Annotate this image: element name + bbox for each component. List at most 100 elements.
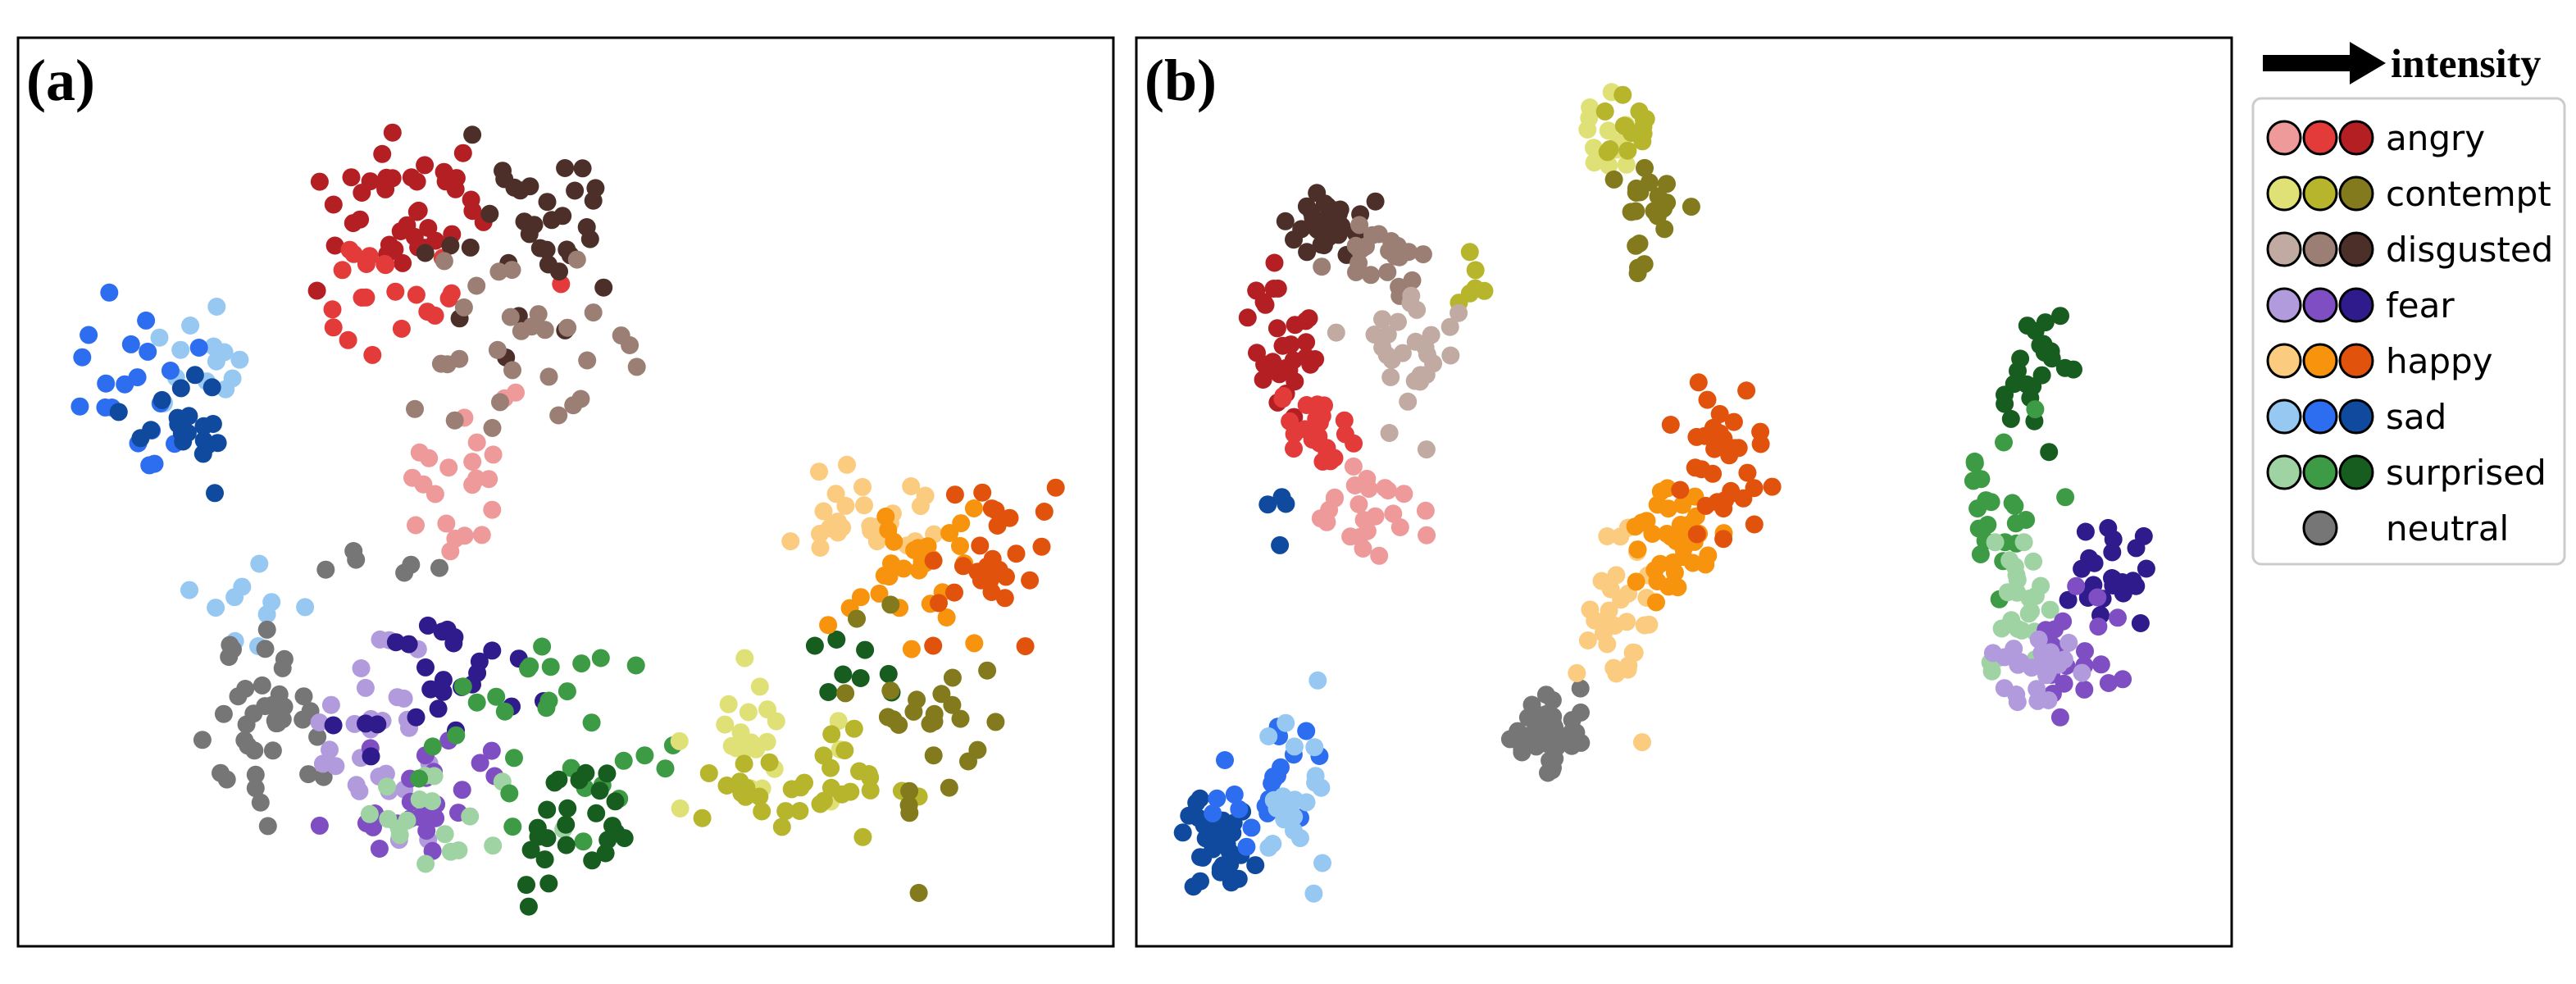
scatter-point-fear-1 [326,757,345,776]
scatter-point-surprised-3 [827,631,846,649]
scatter-point-neutral-neutral [220,648,239,667]
scatter-point-fear-3 [2131,614,2150,632]
scatter-point-contempt-3 [1635,255,1654,274]
legend-label-angry: angry [2386,118,2485,158]
scatter-point-happy-3 [1689,373,1708,392]
scatter-point-fear-3 [324,716,343,735]
scatter-point-contempt-3 [1636,158,1654,177]
scatter-point-fear-1 [310,713,329,731]
scatter-point-surprised-2 [495,702,514,721]
scatter-point-sad-1 [1277,713,1295,732]
scatter-point-fear-3 [418,616,437,635]
scatter-point-happy-1 [1578,631,1597,649]
scatter-point-contempt-2 [841,782,860,801]
scatter-point-surprised-3 [851,669,870,687]
scatter-point-sad-3 [194,417,213,435]
scatter-point-surprised-2 [591,649,610,667]
scatter-point-angry-2 [375,254,394,273]
scatter-point-contempt-3 [924,746,943,765]
scatter-point-happy-3 [1710,404,1729,423]
scatter-point-happy-3 [983,549,1002,568]
scatter-point-fear-3 [399,635,418,654]
scatter-point-happy-1 [836,496,855,515]
scatter-point-neutral-neutral [263,695,282,714]
scatter-point-angry-2 [1315,396,1333,415]
scatter-point-happy-3 [1724,412,1743,431]
scatter-point-surprised-2 [574,832,593,851]
scatter-point-contempt-2 [844,719,863,738]
scatter-point-surprised-3 [517,876,535,895]
scatter-point-disgusted-1 [1450,303,1468,322]
scatter-point-disgusted-1 [1380,424,1399,442]
scatter-point-disgusted-1 [1440,317,1459,336]
scatter-point-happy-3 [1661,416,1680,434]
scatter-point-surprised-3 [1996,394,2014,413]
scatter-point-surprised-2 [626,656,645,675]
scatter-point-disgusted-2 [467,276,486,295]
scatter-point-disgusted-1 [1441,346,1460,365]
scatter-point-happy-1 [1607,664,1626,683]
scatter-point-happy-3 [1722,484,1741,503]
scatter-point-sad-1 [207,599,225,617]
scatter-point-sad-3 [109,403,128,421]
scatter-point-disgusted-3 [521,177,539,196]
scatter-point-fear-2 [310,816,329,835]
scatter-point-angry-3 [1265,253,1284,272]
scatter-point-angry-1 [441,542,460,561]
scatter-point-fear-2 [2099,674,2118,692]
scatter-point-happy-3 [924,636,943,655]
scatter-point-fear-1 [321,695,340,714]
scatter-point-surprised-2 [582,713,601,732]
scatter-point-happy-2 [1645,561,1664,580]
scatter-point-sad-1 [181,317,200,335]
scatter-point-happy-3 [1000,508,1019,527]
scatter-point-disgusted-2 [1413,245,1432,264]
scatter-point-disgusted-2 [567,250,586,269]
scatter-point-contempt-2 [760,753,779,772]
scatter-point-angry-1 [467,469,485,488]
scatter-point-happy-2 [1643,525,1662,543]
scatter-point-sad-1 [1305,738,1324,757]
scatter-point-happy-3 [1737,381,1756,400]
scatter-point-angry-3 [453,144,472,162]
scatter-point-angry-1 [1320,500,1339,519]
scatter-point-surprised-1 [2014,533,2033,552]
scatter-point-neutral-neutral [1513,743,1531,762]
scatter-point-fear-1 [2059,633,2078,652]
scatter-point-sad-2 [128,368,147,387]
scatter-point-surprised-1 [390,826,409,845]
scatter-point-surprised-3 [2026,321,2045,340]
scatter-point-disgusted-3 [1322,207,1340,226]
scatter-point-disgusted-2 [1349,240,1368,259]
scatter-point-neutral-neutral [266,714,285,733]
scatter-point-sad-2 [1230,800,1249,818]
scatter-point-happy-3 [1046,478,1065,497]
scatter-point-surprised-3 [2040,443,2059,462]
scatter-point-neutral-neutral [253,676,271,695]
scatter-point-happy-3 [1687,525,1706,544]
scatter-point-happy-3 [1745,515,1764,534]
scatter-point-happy-1 [855,496,873,515]
scatter-point-happy-1 [781,532,800,551]
scatter-point-happy-3 [971,536,990,555]
scatter-point-contempt-3 [881,681,900,700]
scatter-point-sad-2 [1237,837,1256,856]
scatter-point-contempt-2 [821,758,840,777]
legend-marker-contempt-1 [2266,175,2302,212]
scatter-point-contempt-3 [1622,203,1641,221]
scatter-point-disgusted-2 [549,406,568,425]
scatter-point-disgusted-1 [1327,323,1345,342]
scatter-point-surprised-2 [2005,497,2024,515]
scatter-point-disgusted-2 [503,261,521,280]
scatter-point-surprised-2 [614,751,633,770]
scatter-point-sad-3 [1180,806,1199,825]
scatter-point-happy-2 [1674,540,1693,558]
scatter-point-sad-2 [1242,818,1261,837]
scatter-point-disgusted-3 [1298,243,1317,262]
scatter-point-neutral-neutral [1572,733,1591,752]
scatter-point-sad-3 [1206,825,1225,843]
scatter-point-fear-3 [483,641,502,660]
scatter-point-contempt-3 [925,704,944,723]
scatter-point-disgusted-2 [612,326,630,345]
scatter-point-fear-2 [2075,680,2094,699]
